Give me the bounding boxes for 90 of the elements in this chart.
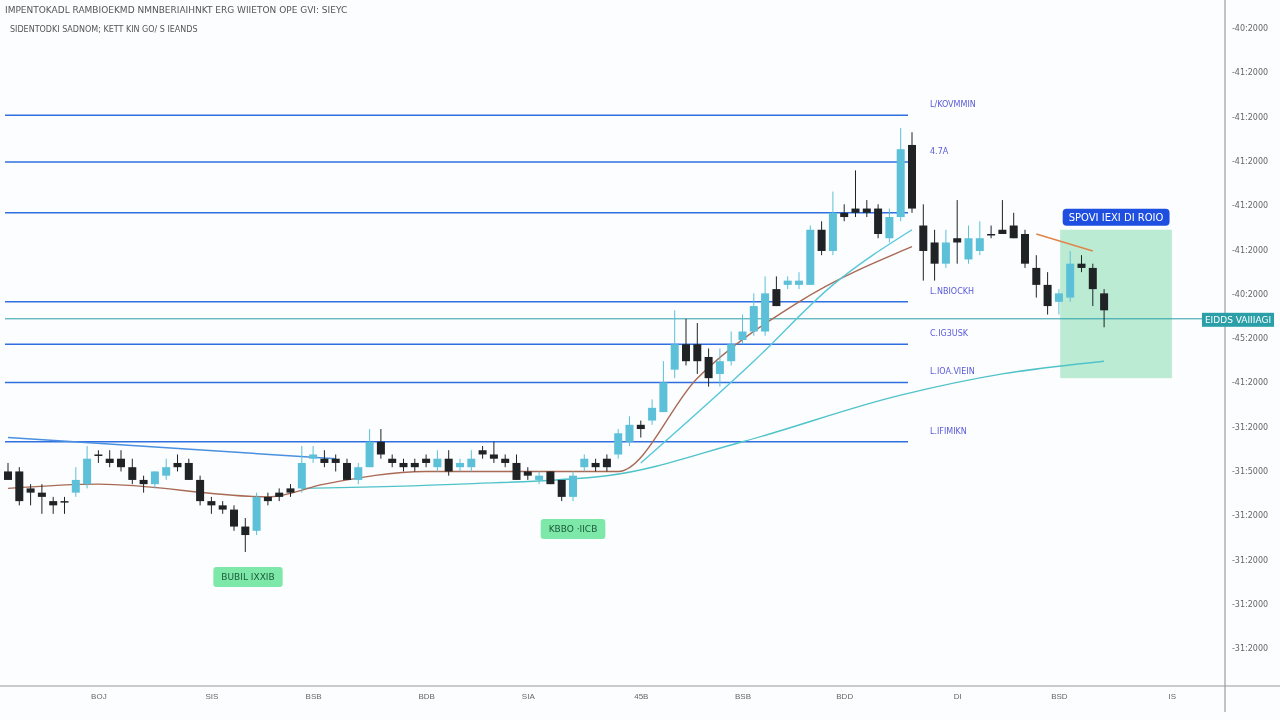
chart-title: IMPENTOKADL RAMBIOEKMD NMNBERIAIHNKT ERG WIIETON OPE GVI: SIEYC (5, 5, 348, 15)
candlestick (625, 415, 634, 447)
text: -40:2000 (1231, 289, 1269, 299)
ref-line-label: L.NBIOCKH (930, 286, 974, 296)
text: BUBIL IXXIB (221, 572, 275, 582)
x-tick-label: BOJ (91, 692, 107, 701)
x-tick-label: BSB (734, 692, 752, 701)
candlestick (648, 398, 657, 426)
candlestick (704, 347, 713, 388)
candlestick (263, 492, 272, 506)
candlestick (851, 169, 860, 218)
candlestick (1088, 263, 1097, 307)
text: -41:2000 (1231, 156, 1269, 166)
text: -41:2000 (1231, 112, 1269, 122)
candlestick (693, 322, 702, 375)
candlestick (998, 199, 1007, 235)
candlestick (569, 470, 577, 502)
candlestick (535, 470, 544, 485)
candlestick (795, 271, 803, 290)
text: -45:2000 (1231, 334, 1269, 344)
x-tick-label: SIS (205, 692, 219, 701)
candlestick (71, 466, 80, 498)
ref-line-label: C.IG3USK (930, 329, 969, 339)
x-tick-label: BDB (418, 692, 435, 701)
x-tick-label: BDD (836, 692, 854, 701)
candlestick (117, 449, 125, 472)
candlestick (953, 199, 962, 265)
x-tick-label: BSB (305, 692, 322, 701)
ref-line-label: L.IOA.VIEIN (930, 367, 975, 377)
annotation: KBBO ·IICB (548, 524, 598, 534)
candlestick (1054, 288, 1063, 316)
candlestick (456, 458, 464, 472)
candlestick (26, 483, 35, 506)
candlestick (1009, 212, 1018, 239)
candlestick (987, 225, 996, 239)
ref-line-label: EIDDS VAIIIAGI (1204, 314, 1272, 325)
ref-line-label: L/KOVMMIN (930, 100, 976, 110)
candlestick (422, 453, 431, 468)
candlestick (128, 458, 137, 485)
text: -31:2000 (1231, 511, 1269, 521)
candlestick (715, 347, 724, 388)
candlestick (1032, 254, 1041, 299)
text: -41:2000 (1231, 68, 1269, 78)
x-tick-label: BSD (1051, 692, 1068, 701)
candlestick (614, 428, 623, 460)
text: -41:2000 (1231, 378, 1269, 388)
candlestick (738, 314, 747, 345)
candlestick (772, 275, 781, 307)
candlestick (376, 428, 385, 460)
candlestick (184, 458, 193, 481)
x-tick-label: IS (1168, 692, 1177, 701)
candlestick (354, 462, 363, 485)
candlestick (343, 458, 351, 481)
candlestick (433, 449, 442, 472)
candlestick (489, 441, 498, 464)
candlestick (941, 229, 950, 269)
text: -31:5000 (1231, 467, 1269, 476)
candlestick (230, 504, 238, 532)
text: -31:2000 (1231, 555, 1269, 565)
candlestick (37, 483, 46, 515)
candlestick (1043, 271, 1052, 316)
candlestick (309, 445, 318, 464)
candlestick (727, 331, 736, 366)
chart-subtitle: SIDENTODKI SADNOM; KETT KIN GO/ S IEANDS (10, 25, 198, 34)
candlestick (241, 517, 250, 553)
candlestick (196, 475, 205, 506)
candlestick (682, 318, 690, 366)
candlestick (975, 220, 984, 256)
candlestick (930, 229, 939, 282)
candlestick (444, 449, 453, 477)
text: -41:2000 (1231, 245, 1269, 255)
x-tick-label: DI (953, 692, 962, 701)
text: -31:2000 (1231, 644, 1269, 654)
text: -31:2000 (1231, 422, 1269, 432)
candlestick (162, 458, 171, 481)
ref-line-label: 4.7A (930, 146, 949, 156)
candlestick (602, 453, 611, 472)
candlestick (817, 220, 826, 256)
candlestick (467, 449, 476, 472)
band-label: SPOVI IEXI DI ROIO (1068, 211, 1164, 223)
text: -40:2000 (1231, 24, 1269, 33)
x-tick-label: SIA (521, 692, 536, 701)
text: -31:2000 (1231, 599, 1269, 609)
candlestick (512, 453, 521, 481)
ref-line-label: L.IFIMIKN (930, 426, 967, 436)
candlestick (1100, 288, 1109, 328)
candlestick (4, 462, 12, 481)
text: -41:2000 (1231, 201, 1269, 211)
x-tick-label: 45B (634, 692, 649, 701)
candlestick (964, 225, 973, 265)
